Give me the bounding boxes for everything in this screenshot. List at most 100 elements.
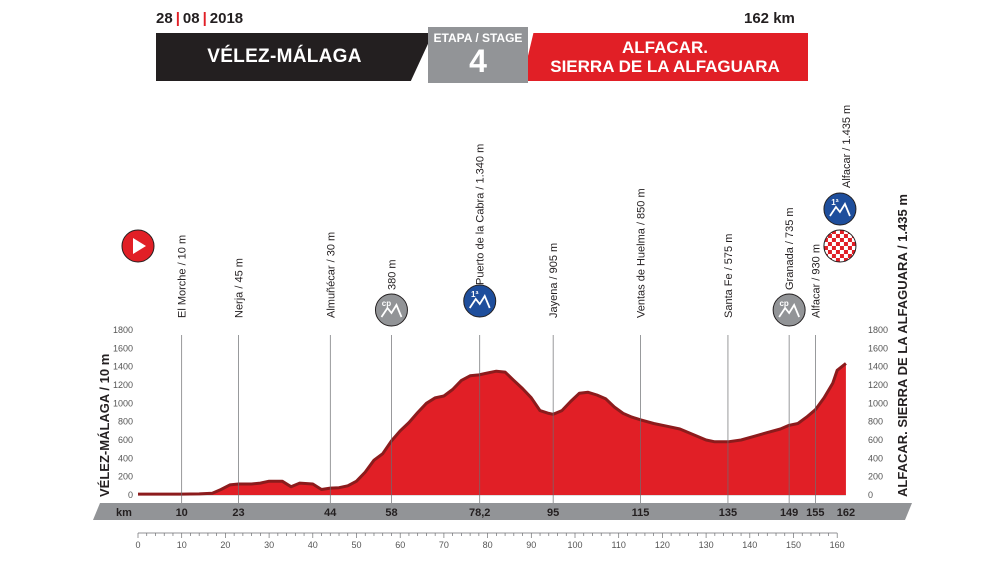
mountain-category-badge: 1ª — [463, 284, 497, 318]
waypoint-label: Almuñécar / 30 m — [325, 232, 337, 318]
date-day: 28 — [156, 10, 173, 27]
checker-cell — [835, 258, 840, 262]
waypoint-label: Granada / 735 m — [784, 207, 796, 290]
waypoint-label: Alfacar / 1.435 m — [841, 105, 853, 188]
play-triangle — [133, 238, 146, 254]
checker-cell — [843, 242, 848, 246]
y-tick-label-left: 1600 — [113, 343, 133, 353]
mountain-icon — [829, 202, 851, 217]
y-tick-label-left: 0 — [128, 490, 133, 500]
km-bar-value: 58 — [385, 507, 397, 519]
y-tick-label-right: 1600 — [868, 343, 888, 353]
x-tick-label: 50 — [351, 540, 361, 550]
checker-cell — [823, 238, 828, 242]
checker-cell — [839, 254, 844, 258]
badge-text: cp — [382, 299, 391, 308]
checker-cell — [831, 230, 836, 234]
stage-date: 28 | 08 | 2018 — [156, 10, 243, 27]
checker-cell — [847, 238, 852, 242]
x-tick-label: 130 — [699, 540, 714, 550]
badge-text: cp — [779, 299, 788, 308]
x-tick-label: 10 — [177, 540, 187, 550]
x-tick-label: 0 — [135, 540, 140, 550]
checker-cell — [835, 250, 840, 254]
y-tick-label-left: 1400 — [113, 362, 133, 372]
badge-circle — [374, 293, 408, 327]
checker-cell — [835, 242, 840, 246]
x-tick-label: 110 — [612, 540, 626, 550]
checkpoint-badge: cp — [772, 293, 806, 327]
x-tick-label: 90 — [526, 540, 536, 550]
waypoint-label: El Morche / 10 m — [177, 235, 189, 318]
badge-circle — [823, 192, 857, 226]
play-icon — [121, 229, 155, 263]
checker-cell — [823, 246, 828, 250]
checker-cell — [839, 238, 844, 242]
date-year: 2018 — [209, 10, 244, 27]
y-tick-label-left: 1800 — [113, 325, 133, 335]
y-tick-label-left: 800 — [118, 417, 133, 427]
checker-cell — [831, 246, 836, 250]
waypoint-label: 380 m — [386, 259, 398, 290]
waypoint-label: Alfacar / 930 m — [810, 244, 822, 318]
y-tick-label-right: 1400 — [868, 362, 888, 372]
km-bar-value: 115 — [632, 507, 650, 519]
x-tick-label: 60 — [395, 540, 405, 550]
km-bar-value: 135 — [719, 507, 737, 519]
km-bar-value: 44 — [324, 507, 337, 519]
checker-cell — [847, 254, 852, 258]
y-tick-label-right: 1000 — [868, 398, 888, 408]
y-tick-label-right: 0 — [868, 490, 873, 500]
checker-cell — [843, 258, 848, 262]
y-tick-label-right: 400 — [868, 453, 883, 463]
x-tick-label: 120 — [655, 540, 670, 550]
date-separator: | — [175, 10, 180, 27]
mountain-icon — [380, 303, 403, 318]
profile-area — [138, 363, 846, 495]
badge-text: 1ª — [471, 290, 478, 299]
mountain-icon — [468, 294, 491, 309]
waypoint-label: Santa Fe / 575 m — [723, 234, 735, 318]
finish-outline — [823, 229, 857, 263]
y-tick-label-right: 1200 — [868, 380, 888, 390]
y-tick-label-left: 1000 — [113, 398, 133, 408]
checker-cell — [831, 238, 836, 242]
checker-cell — [851, 250, 856, 254]
checker-cell — [851, 258, 856, 262]
profile-ridge-line — [138, 362, 847, 496]
y-tick-label-right: 1800 — [868, 325, 888, 335]
mountain-category-badge: 1ª — [823, 192, 857, 226]
checker-cell — [835, 234, 840, 238]
start-town: VÉLEZ-MÁLAGA — [207, 46, 362, 67]
km-bar-value: 95 — [547, 507, 559, 519]
date-separator: | — [202, 10, 207, 27]
checker-cell — [831, 254, 836, 258]
x-tick-label: 140 — [742, 540, 757, 550]
checker-cell — [839, 230, 844, 234]
checker-cell — [823, 230, 828, 234]
stage-distance: 162 km — [744, 10, 795, 27]
x-tick-label: 100 — [567, 540, 582, 550]
start-town-banner: VÉLEZ-MÁLAGA — [156, 33, 433, 81]
checker-cell — [851, 242, 856, 246]
stage-number: 4 — [469, 43, 487, 79]
finish-elevation-label: ALFACAR. SIERRA DE LA ALFAGUARA / 1.435 … — [895, 194, 910, 497]
date-month: 08 — [182, 10, 200, 27]
waypoint-label: Nerja / 45 m — [234, 258, 246, 318]
waypoint-label: Puerto de la Cabra / 1.340 m — [475, 144, 487, 285]
y-tick-label-right: 800 — [868, 417, 883, 427]
badge-circle — [463, 284, 497, 318]
km-bar — [93, 503, 912, 520]
x-tick-label: 150 — [786, 540, 801, 550]
km-bar-unit: km — [116, 507, 132, 519]
checker-cell — [847, 246, 852, 250]
checker-cell — [843, 234, 848, 238]
checkpoint-badge: cp — [374, 293, 408, 327]
km-bar-value: 23 — [232, 507, 244, 519]
checkered-flag-icon — [823, 229, 857, 263]
y-tick-label-left: 1200 — [113, 380, 133, 390]
km-bar-value: 78,2 — [469, 507, 490, 519]
km-bar-value: 10 — [176, 507, 188, 519]
finish-line-1: ALFACAR. — [622, 38, 708, 57]
